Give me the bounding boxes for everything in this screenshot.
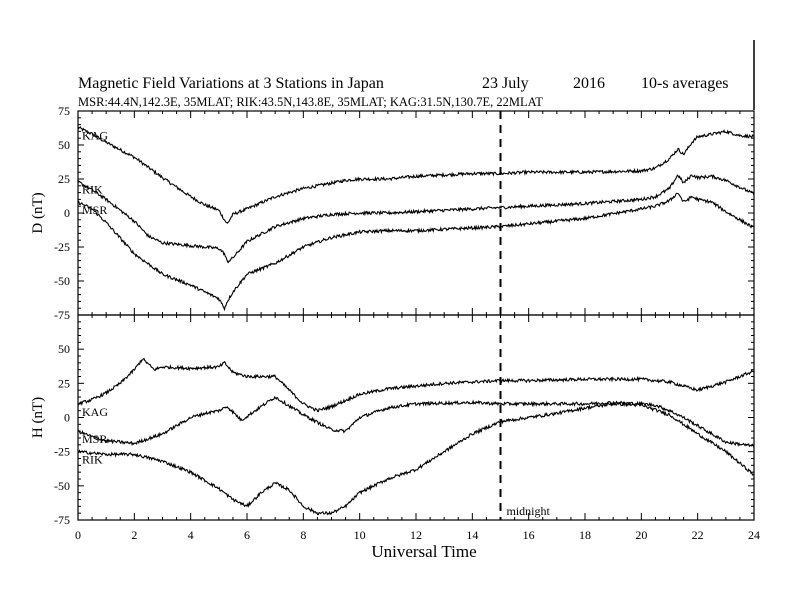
series-line-rik: [77, 401, 755, 516]
station-coordinates: MSR:44.4N,142.3E, 35MLAT; RIK:43.5N,143.…: [78, 95, 543, 109]
x-tick-label: 12: [410, 528, 422, 542]
x-tick-label: 24: [748, 528, 760, 542]
y-tick-label: 25: [58, 376, 70, 390]
y-tick-label: 50: [58, 342, 70, 356]
x-tick-label: 6: [244, 528, 250, 542]
series-line-msr: [77, 192, 755, 312]
panel-frame: [77, 314, 755, 521]
y-axis-title: H (nT): [30, 397, 46, 438]
y-tick-label: -50: [54, 479, 70, 493]
midnight-label: midnight: [507, 504, 551, 518]
y-tick-label: -25: [54, 445, 70, 459]
series-line-rik: [77, 174, 755, 264]
x-tick-label: 20: [635, 528, 647, 542]
y-tick-label: 50: [58, 138, 70, 152]
y-tick-label: -25: [54, 240, 70, 254]
series-line-kag: [77, 126, 755, 225]
x-tick-label: 16: [523, 528, 535, 542]
panel-frame: [77, 110, 755, 316]
x-axis-title: Universal Time: [371, 542, 476, 561]
series-line-kag: [77, 357, 755, 413]
plot-layer: 75 50 25 0 -25 -50 -75 D (nT) KAG RIK MSR 50 25 0 -25 -…: [30, 104, 760, 542]
chart-date: 23 July: [482, 75, 529, 92]
x-tick-label: 2: [131, 528, 137, 542]
series-line-msr: [77, 395, 755, 448]
x-tick-label: 8: [300, 528, 306, 542]
series-label-kag: KAG: [82, 405, 108, 419]
y-tick-label: 0: [64, 411, 70, 425]
x-tick-label: 18: [579, 528, 591, 542]
chart-title: Magnetic Field Variations at 3 Stations …: [78, 75, 384, 92]
series-label-msr: MSR: [82, 203, 107, 217]
x-tick-label: 0: [75, 528, 81, 542]
chart-averaging: 10-s averages: [641, 75, 729, 92]
y-tick-label: 25: [58, 172, 70, 186]
x-tick-label: 14: [466, 528, 478, 542]
series-label-rik: RIK: [82, 183, 103, 197]
x-tick-label: 10: [354, 528, 366, 542]
series-label-msr: MSR: [82, 432, 107, 446]
y-tick-label: 0: [64, 206, 70, 220]
series-label-kag: KAG: [82, 128, 108, 142]
y-tick-label: -75: [54, 308, 70, 322]
series-label-rik: RIK: [82, 453, 103, 467]
y-tick-label: 75: [58, 104, 70, 118]
x-tick-label: 22: [692, 528, 704, 542]
chart-year: 2016: [573, 75, 605, 92]
y-tick-label: -50: [54, 274, 70, 288]
y-axis-title: D (nT): [30, 192, 46, 233]
y-tick-label: -75: [54, 513, 70, 527]
x-tick-label: 4: [188, 528, 194, 542]
